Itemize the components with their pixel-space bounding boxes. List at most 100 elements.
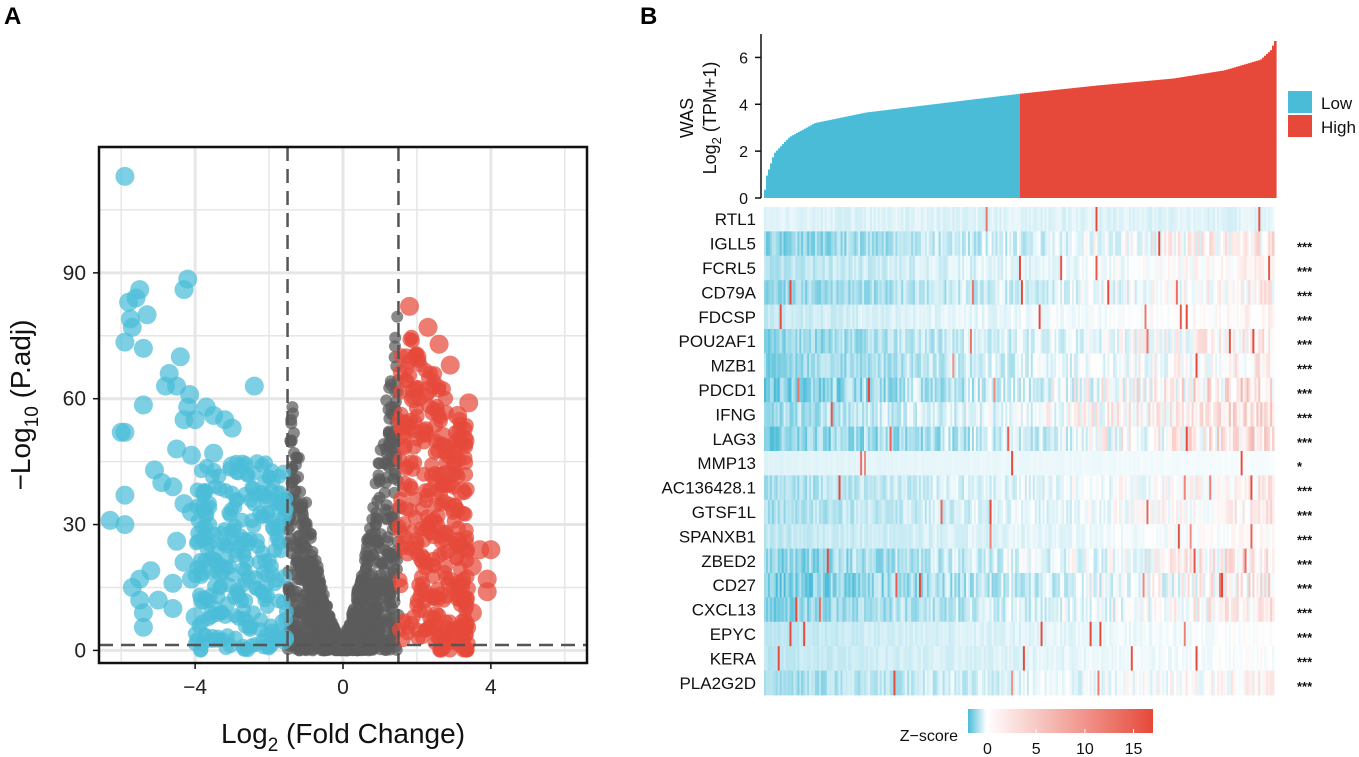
ns-gene-point [294,603,307,616]
heatmap-cell [1272,451,1275,476]
downregulated-gene-point [133,395,153,415]
was-expression-bars [764,40,1277,199]
heatmap-cell [1272,402,1275,427]
upregulated-gene-point [462,603,482,623]
upregulated-gene-point [412,603,428,619]
downregulated-gene-point [115,332,135,352]
downregulated-gene-point [170,347,190,367]
upregulated-gene-point [393,491,409,507]
y-axis-title-main: −Log [5,427,36,490]
ns-gene-point [346,631,359,644]
x-axis-title-rest: (Fold Change) [278,718,465,749]
bar-y-tick-label: 0 [739,191,748,208]
ns-gene-point [382,427,395,440]
upregulated-gene-point [397,475,413,491]
downregulated-gene-point [257,553,273,569]
downregulated-gene-point [249,580,264,596]
heatmap-cell [1272,377,1275,403]
upregulated-gene-point [402,420,418,436]
ns-gene-point [290,557,302,570]
bar-unit-main: Log [700,144,720,174]
volcano-y-axis-title: −Log10 (P.adj) [5,320,43,491]
ns-gene-point [372,534,385,547]
ns-gene-point [298,526,311,539]
upregulated-gene-point [418,317,438,337]
upregulated-gene-point [444,443,464,463]
downregulated-gene-point [196,483,212,499]
panel-label-b: B [640,3,657,30]
upregulated-gene-point [421,588,437,604]
downregulated-gene-point [236,531,252,547]
upregulated-gene-point [403,454,419,470]
ns-gene-point [315,595,328,608]
downregulated-gene-point [222,418,242,438]
heatmap-cell [1272,255,1275,281]
ns-gene-point [303,617,316,630]
downregulated-gene-point [167,531,187,551]
downregulated-gene-point [181,445,201,465]
downregulated-gene-point [213,557,229,573]
ns-gene-point [391,310,404,323]
group-legend: Low High [1288,91,1356,137]
legend-label-low: Low [1321,94,1353,113]
downregulated-gene-point [244,376,264,396]
downregulated-gene-point [111,422,131,442]
downregulated-gene-point [271,593,287,609]
ns-gene-point [364,627,377,640]
upregulated-gene-point [411,577,427,593]
downregulated-gene-point [133,617,153,637]
upregulated-gene-point [439,588,454,604]
upregulated-gene-point [424,405,440,421]
bar-y-tick-label: 4 [739,97,748,114]
downregulated-gene-point [253,484,269,500]
heatmap-cells [764,207,1275,696]
downregulated-gene-point [260,508,276,524]
upregulated-gene-point [429,334,449,354]
upregulated-gene-point [437,464,456,484]
downregulated-gene-point [244,513,260,529]
y-axis-title-rest: (P.adj) [5,320,36,407]
downregulated-gene-point [261,469,277,485]
heatmap-cell [1272,207,1275,232]
downregulated-gene-point [204,443,224,463]
upregulated-gene-point [437,565,453,581]
heatmap-cell [1272,353,1275,379]
downregulated-gene-point [163,477,183,497]
downregulated-gene-point [227,500,243,515]
volcano-y-tick-label: 90 [63,262,86,285]
downregulated-gene-point [268,496,284,512]
sample-expression-bar [1274,40,1277,198]
downregulated-gene-point [277,568,292,584]
downregulated-gene-point [249,454,265,470]
bar-y-tick-label: 6 [739,50,748,67]
upregulated-gene-point [432,547,448,563]
downregulated-gene-point [115,515,135,535]
heatmap-cell [1272,304,1275,330]
ns-gene-point [296,501,309,514]
upregulated-gene-point [451,481,471,501]
downregulated-gene-point [137,305,157,325]
x-axis-title-sub: 2 [268,735,279,756]
upregulated-gene-point [444,498,464,518]
upregulated-gene-point [418,493,434,509]
ns-gene-point [364,522,376,535]
bar-y-axis-unit: Log2 (TPM+1) [700,62,724,175]
downregulated-gene-point [242,621,258,637]
heatmap-cell [1272,426,1275,452]
downregulated-gene-point [115,166,135,186]
ns-gene-point [298,539,311,552]
upregulated-gene-point [393,578,409,594]
upregulated-gene-point [425,515,445,535]
ns-gene-point [334,641,347,654]
bar-y-ticks: 0 2 4 6 [739,50,761,208]
ns-gene-point [347,617,360,630]
bar-y-tick-label: 2 [739,144,748,161]
bar-y-axis-title: WAS [677,98,697,138]
upregulated-gene-point [433,427,453,446]
downregulated-gene-point [195,635,211,651]
volcano-x-tick-label: 4 [485,676,497,699]
upregulated-gene-point [403,389,423,409]
upregulated-gene-point [435,381,451,397]
